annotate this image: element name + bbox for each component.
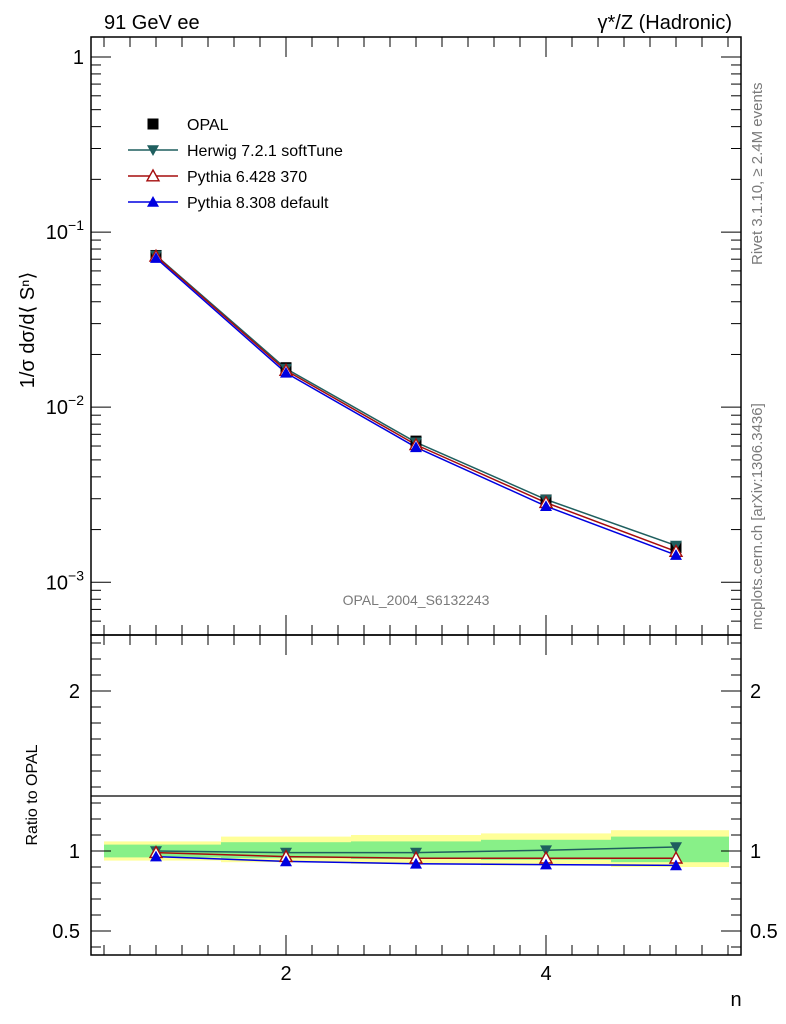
pythia-8-308-default-ratio-point [280, 855, 292, 867]
ratio-series-layer [148, 842, 684, 871]
ratio-y-tick-label-left: 2 [69, 681, 80, 703]
ratio-y-tick-label-right: 2 [750, 681, 761, 703]
legend-marker [147, 145, 159, 156]
x-axis-label: n [730, 989, 741, 1011]
ratio-y-tick-label-left: 1 [69, 841, 80, 863]
ratio-y-axis-label: Ratio to OPAL [24, 744, 41, 845]
main-y-axis-label: 1/σ dσ/d⟨ Sⁿ⟩ [17, 272, 39, 389]
main-y-tick-label: 10−2 [46, 392, 84, 419]
pythia-8-308-default-ratio-point [540, 858, 552, 870]
main-y-tick-label: 1 [73, 47, 84, 69]
ratio-y-tick-labels: 2 2 1 1 0.5 0.5 [52, 681, 778, 943]
pythia-8-308-default-point [410, 441, 422, 453]
pythia-8-308-default-ratio-point [410, 857, 422, 869]
x-tick-label: 2 [280, 963, 291, 985]
analysis-annotation: OPAL_2004_S6132243 [343, 592, 490, 608]
herwig-7-2-1-softtune-ratio-point [670, 842, 682, 853]
main-y-tick-label: 10−1 [46, 217, 84, 244]
main-panel: 1 10−1 10−2 10−3 1/σ dσ/d⟨ Sⁿ⟩ OPAL_2004_S6… [17, 36, 742, 636]
header-left: 91 GeV ee [104, 12, 200, 34]
ratio-y-tick-label-left: 0.5 [52, 921, 80, 943]
ratio-frame [90, 634, 742, 956]
pythia-8-308-default-line [155, 257, 677, 556]
herwig-7-2-1-softtune-line [155, 254, 677, 547]
pythia-8-308-default-point [150, 252, 162, 263]
legend-label: Herwig 7.2.1 softTune [187, 143, 343, 160]
main-axis-ticks [91, 37, 741, 636]
legend-label: Pythia 8.308 default [187, 195, 329, 212]
main-y-tick-label: 10−3 [46, 567, 84, 594]
pythia-8-308-default-point [540, 500, 552, 511]
header-right: γ*/Z (Hadronic) [598, 12, 732, 34]
pythia-8-308-default-ratio-point [150, 850, 162, 862]
legend-marker [145, 168, 161, 182]
pythia-8-308-default-point [280, 366, 292, 378]
pythia-8-308-default-ratio-point [670, 859, 682, 871]
ratio-axis-ticks [91, 635, 741, 955]
legend: OPAL Herwig 7.2.1 softTune Pythia 6.428 37… [128, 117, 343, 212]
x-tick-label: 4 [540, 963, 551, 985]
legend-marker [147, 118, 159, 130]
ratio-y-tick-label-right: 0.5 [750, 921, 778, 943]
legend-label: Pythia 6.428 370 [187, 169, 307, 186]
main-y-tick-labels: 1 10−1 10−2 10−3 [46, 47, 84, 594]
mcplots-label: mcplots.cern.ch [arXiv:1306.3436] [749, 403, 766, 630]
main-series-layer [148, 248, 684, 560]
legend-label: OPAL [187, 117, 229, 134]
rivet-label: Rivet 3.1.10, ≥ 2.4M events [749, 83, 766, 266]
pythia-8-308-default-point [670, 549, 682, 560]
pythia-6-428-370-line [155, 255, 677, 553]
ratio-y-tick-label-right: 1 [750, 841, 761, 863]
legend-marker [147, 196, 159, 207]
